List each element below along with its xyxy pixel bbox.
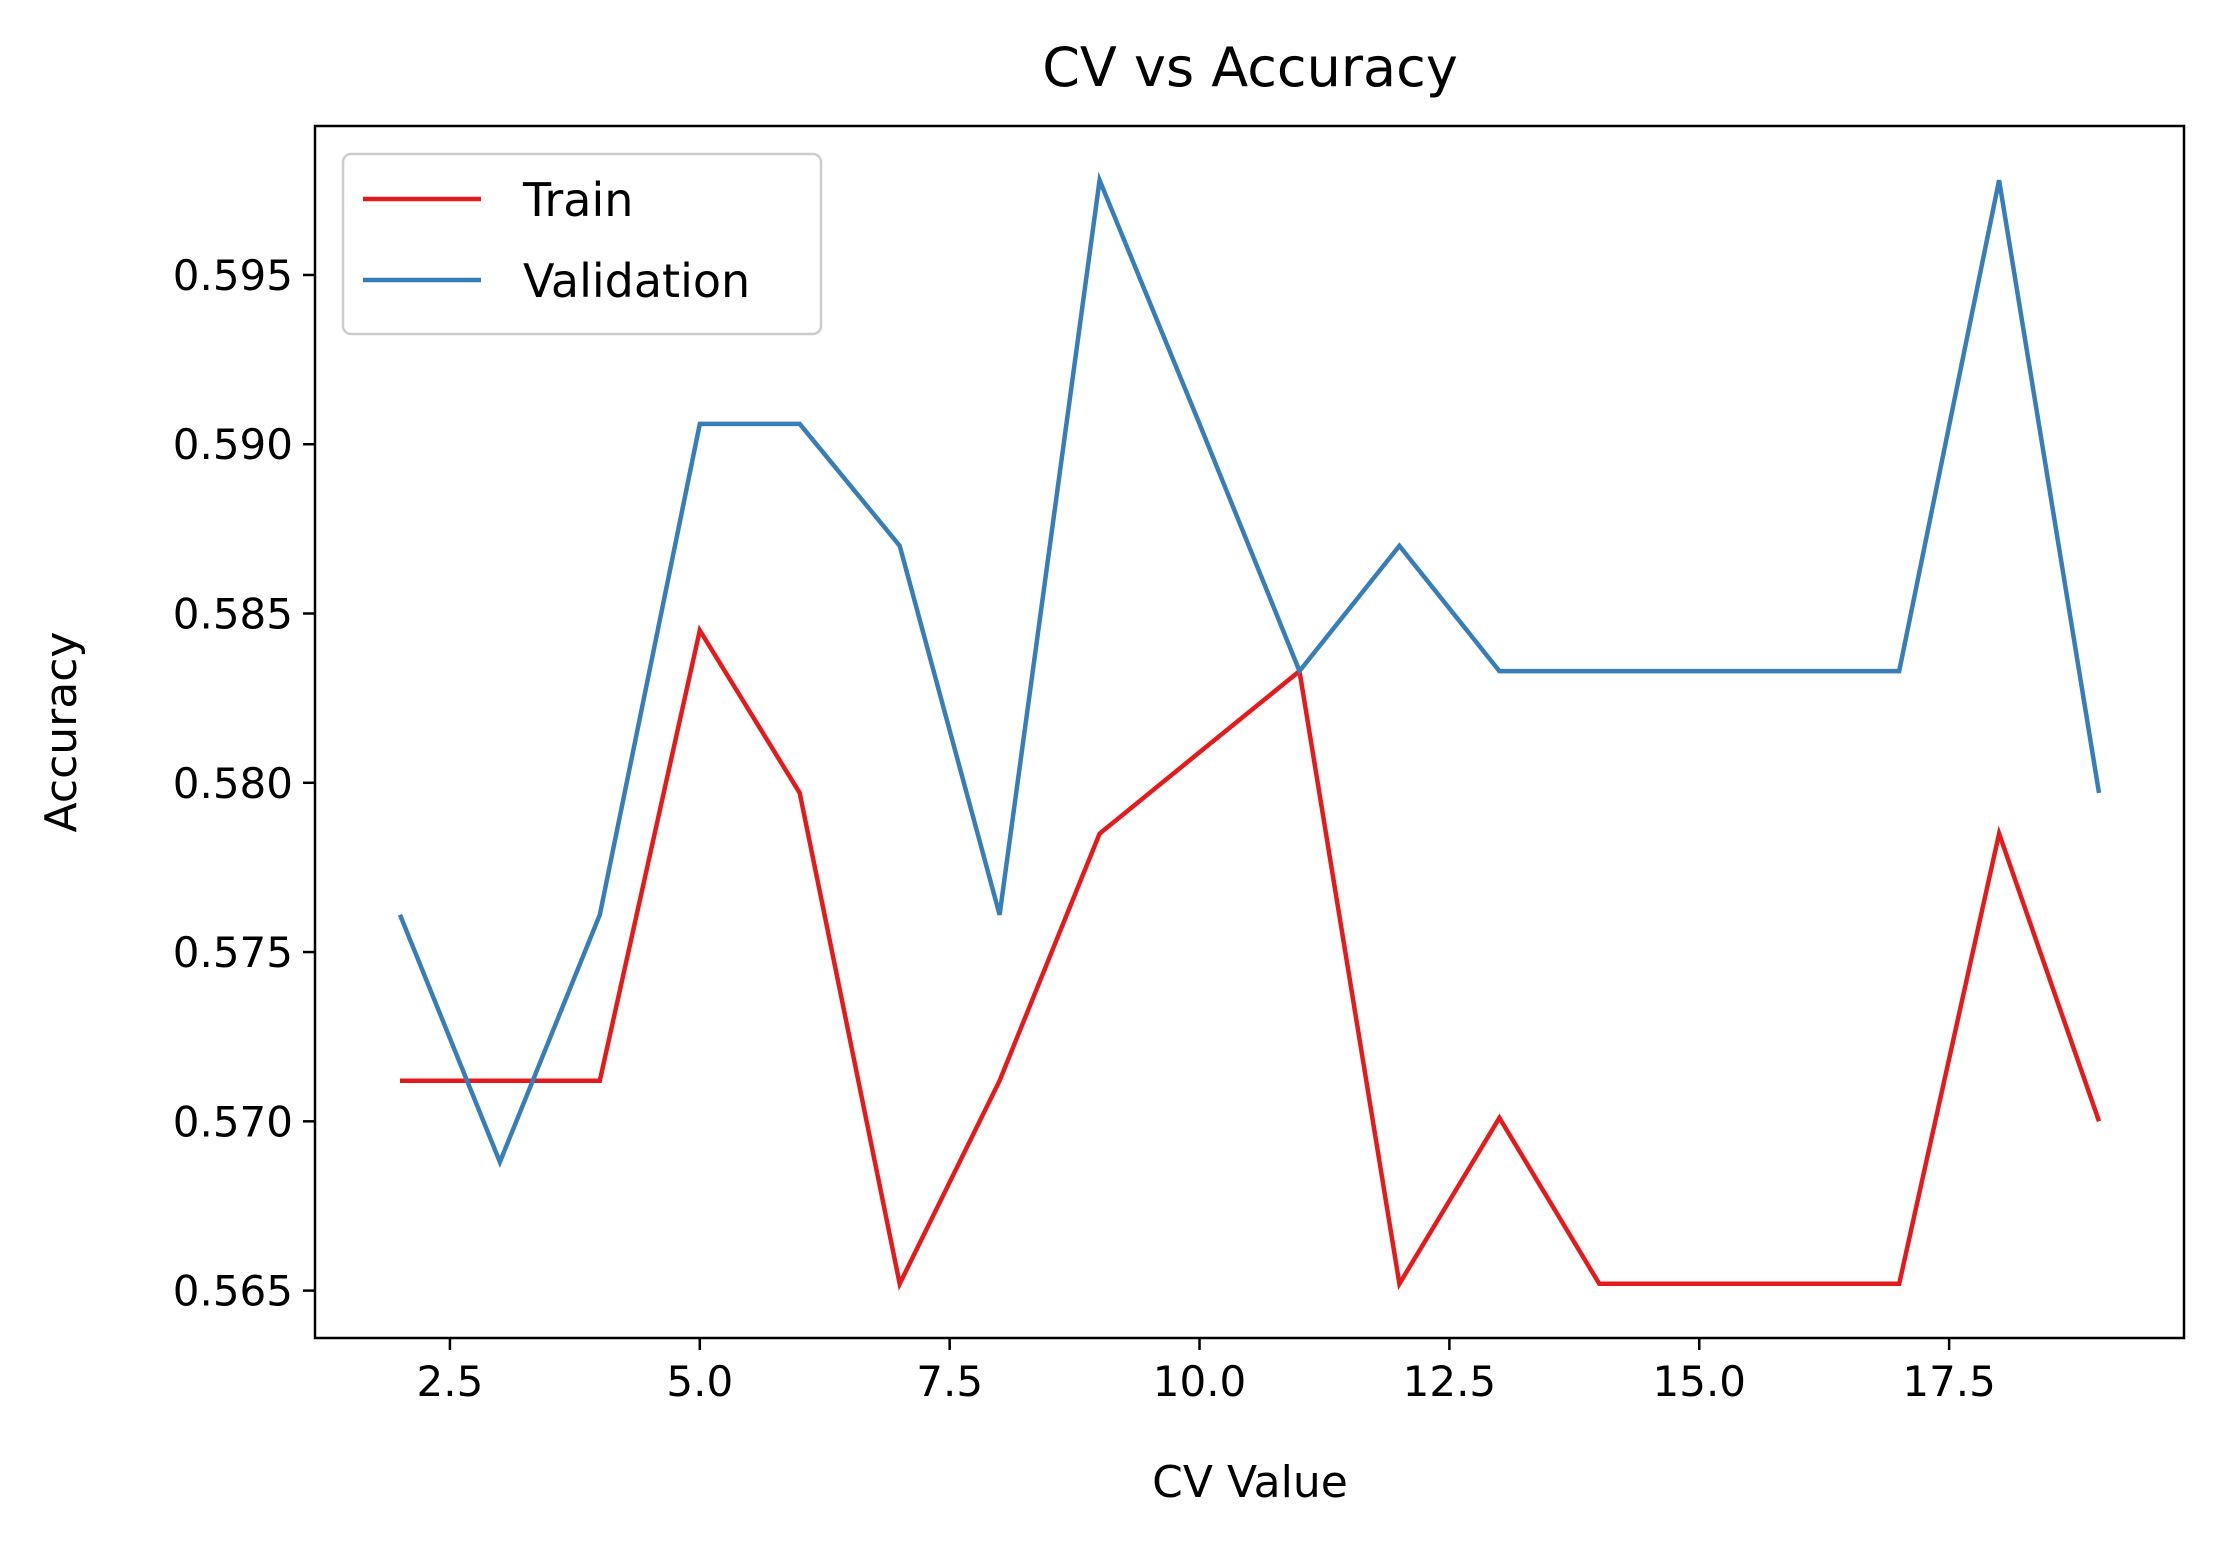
x-tick-label: 2.5 <box>417 1357 484 1406</box>
series-lines <box>397 171 2102 1291</box>
series-line-train <box>400 624 2102 1291</box>
legend-label-train: Train <box>522 173 633 227</box>
x-axis-label: CV Value <box>1152 1457 1348 1508</box>
y-tick-label: 0.580 <box>173 759 293 808</box>
x-tick-label: 7.5 <box>916 1357 983 1406</box>
legend-label-validation: Validation <box>523 254 750 308</box>
x-tick-label: 10.0 <box>1153 1357 1247 1406</box>
x-axis-ticks: 2.5 5.0 7.5 10.0 12.5 15.0 17.5 <box>417 1338 1996 1406</box>
x-tick-label: 15.0 <box>1653 1357 1747 1406</box>
y-tick-label: 0.565 <box>173 1267 293 1316</box>
series-line-validation <box>397 171 2102 1169</box>
y-axis-ticks: 0.565 0.570 0.575 0.580 0.585 0.590 0.595 <box>173 251 315 1316</box>
y-tick-label: 0.585 <box>173 590 293 639</box>
y-tick-label: 0.595 <box>173 251 293 300</box>
y-tick-label: 0.590 <box>173 420 293 469</box>
x-tick-label: 12.5 <box>1403 1357 1497 1406</box>
y-tick-label: 0.575 <box>173 928 293 977</box>
plot-frame <box>313 124 2186 1340</box>
y-axis-label: Accuracy <box>36 632 87 833</box>
x-tick-label: 5.0 <box>666 1357 733 1406</box>
legend: Train Validation <box>341 152 823 336</box>
y-tick-label: 0.570 <box>173 1097 293 1146</box>
chart-title: CV vs Accuracy <box>1042 36 1458 99</box>
x-tick-label: 17.5 <box>1902 1357 1996 1406</box>
